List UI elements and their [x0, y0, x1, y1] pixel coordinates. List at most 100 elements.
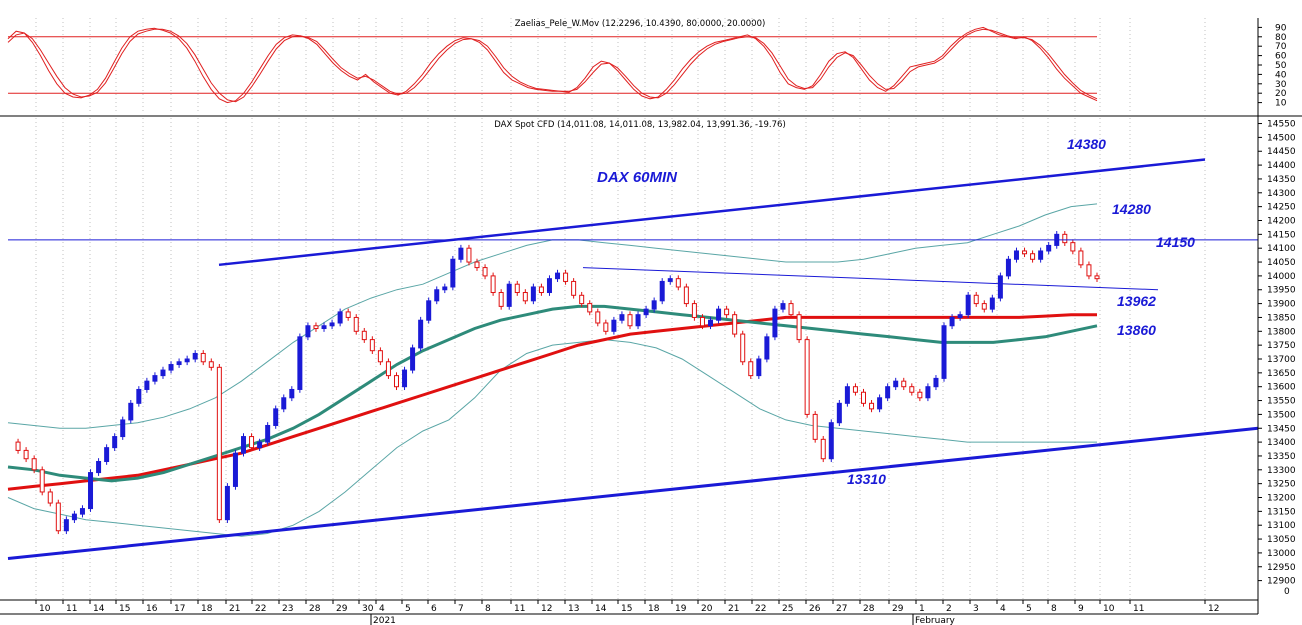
- indicator-y-tick-label: 60: [1275, 52, 1287, 62]
- candle-body: [828, 422, 834, 460]
- candle-body: [708, 319, 714, 327]
- candle-body: [257, 441, 263, 449]
- x-tick-label: 21: [728, 604, 739, 614]
- price-y-tick-label: 12900: [1267, 577, 1296, 587]
- candle-body: [957, 314, 963, 318]
- channel-lower-line: [7, 426, 1259, 560]
- candle-body: [1094, 275, 1100, 280]
- candle-body: [780, 303, 786, 310]
- candle-body: [410, 347, 416, 371]
- candle-body: [345, 311, 351, 318]
- x-tick-label: 11: [66, 604, 77, 614]
- candle-body: [917, 391, 923, 399]
- indicator-grid: [35, 18, 1206, 112]
- price-y-tick-label: 14350: [1267, 175, 1296, 185]
- channel-upper-line: [218, 158, 1206, 267]
- bollinger-lower: [7, 339, 1097, 537]
- candles: [15, 231, 1100, 535]
- candle-body: [546, 278, 552, 294]
- price-y-zero-label: 0: [1284, 587, 1290, 597]
- candle-body: [893, 380, 899, 388]
- candle-body: [587, 303, 593, 313]
- price-y-tick-label: 13300: [1267, 466, 1296, 476]
- x-tick-label: 10: [1103, 604, 1115, 614]
- price-y-tick-label: 13050: [1267, 535, 1296, 545]
- candle-body: [168, 364, 174, 371]
- candle-body: [313, 325, 319, 330]
- candle-body: [23, 449, 29, 460]
- x-tick-label: 3: [973, 604, 979, 614]
- candle-body: [241, 436, 247, 454]
- price-y-tick-label: 13700: [1267, 355, 1296, 365]
- candle-body: [860, 391, 866, 404]
- x-tick-label: 23: [282, 604, 293, 614]
- candle-body: [941, 325, 947, 379]
- candle-body: [699, 316, 705, 327]
- x-tick-label: 5: [1026, 604, 1032, 614]
- price-y-tick-label: 13900: [1267, 300, 1296, 310]
- candle-body: [31, 458, 37, 471]
- candle-body: [563, 272, 569, 282]
- candle-body: [869, 402, 875, 410]
- candle-body: [281, 397, 287, 410]
- indicator-y-tick-label: 10: [1275, 99, 1287, 109]
- x-tick-label: 5: [405, 604, 411, 614]
- candle-body: [273, 408, 279, 426]
- candle-body: [877, 397, 883, 410]
- candle-body: [555, 272, 561, 280]
- candle-body: [353, 316, 359, 332]
- moving-averages: [7, 304, 1098, 491]
- candle-body: [788, 303, 794, 316]
- price-y-tick-label: 13400: [1267, 438, 1296, 448]
- x-tick-label: 15: [119, 604, 130, 614]
- candle-body: [683, 286, 689, 305]
- price-y-tick-label: 14500: [1267, 133, 1296, 143]
- candle-body: [764, 336, 770, 360]
- candle-body: [716, 308, 722, 321]
- candle-body: [514, 283, 520, 294]
- candle-body: [659, 280, 665, 302]
- x-tick-label: 7: [458, 604, 464, 614]
- price-y-tick-label: 14050: [1267, 258, 1296, 268]
- label-14280: 14280: [1112, 201, 1151, 217]
- candle-body: [643, 308, 649, 316]
- candle-body: [47, 491, 53, 504]
- candle-body: [844, 386, 850, 404]
- candle-body: [635, 314, 641, 327]
- candle-body: [1070, 242, 1076, 252]
- candle-body: [611, 319, 617, 332]
- x-tick-label: 14: [595, 604, 607, 614]
- price-y-tick-label: 14550: [1267, 120, 1296, 130]
- candle-body: [305, 325, 311, 338]
- x-tick-label: 11: [514, 604, 525, 614]
- price-y-tick-label: 14200: [1267, 216, 1296, 226]
- candle-body: [965, 294, 971, 316]
- candle-body: [329, 322, 335, 327]
- price-y-tick-label: 13800: [1267, 327, 1296, 337]
- price-y-tick-label: 12950: [1267, 563, 1296, 573]
- candle-body: [466, 247, 472, 263]
- candle-body: [796, 314, 802, 341]
- candle-body: [1013, 250, 1019, 260]
- candle-body: [63, 519, 69, 532]
- x-tick-label: 18: [648, 604, 660, 614]
- x-tick-label: 22: [755, 604, 766, 614]
- price-panel: DAX Spot CFD (14,011.08, 14,011.08, 13,9…: [7, 118, 1296, 625]
- candle-body: [402, 369, 408, 388]
- candle-body: [369, 339, 375, 352]
- candle-body: [136, 388, 142, 404]
- indicator-y-tick-label: 40: [1275, 70, 1287, 80]
- price-y-tick-label: 14100: [1267, 244, 1296, 254]
- indicator-title: Zaelias_Pele_W.Mov (12.2296, 10.4390, 80…: [515, 19, 766, 29]
- price-y-tick-label: 14450: [1267, 147, 1296, 157]
- indicator-y-tick-label: 50: [1275, 61, 1287, 71]
- candle-body: [909, 386, 915, 393]
- candle-body: [538, 286, 544, 294]
- x-axis: 10 11 14 15 16 17 18 21 22 23 28 29 30 4 5 6 7 8 11 12 13 14 1…: [35, 600, 1219, 625]
- candle-body: [434, 289, 440, 302]
- price-y-tick-label: 13650: [1267, 369, 1296, 379]
- candle-body: [1078, 250, 1084, 266]
- label-13310: 13310: [847, 471, 886, 487]
- candle-body: [949, 316, 955, 327]
